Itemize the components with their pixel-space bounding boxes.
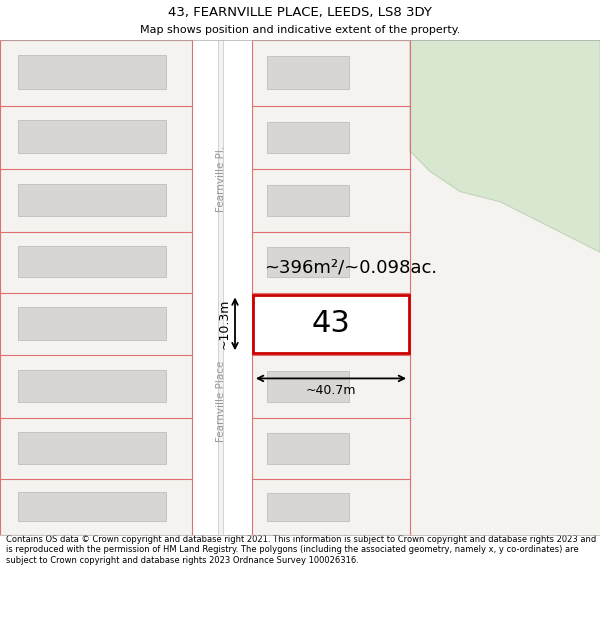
Text: ~396m²/~0.098ac.: ~396m²/~0.098ac. bbox=[265, 258, 437, 276]
Bar bbox=[267, 56, 349, 89]
Text: Contains OS data © Crown copyright and database right 2021. This information is : Contains OS data © Crown copyright and d… bbox=[6, 535, 596, 565]
Bar bbox=[267, 371, 349, 402]
Bar bbox=[267, 247, 349, 278]
Bar bbox=[267, 493, 349, 521]
Text: ~10.3m: ~10.3m bbox=[218, 299, 231, 349]
Bar bbox=[253, 294, 409, 353]
Text: Map shows position and indicative extent of the property.: Map shows position and indicative extent… bbox=[140, 25, 460, 35]
Bar bbox=[18, 55, 166, 89]
Bar bbox=[18, 369, 166, 402]
Bar bbox=[18, 120, 166, 153]
Bar bbox=[267, 185, 349, 216]
Text: 43, FEARNVILLE PLACE, LEEDS, LS8 3DY: 43, FEARNVILLE PLACE, LEEDS, LS8 3DY bbox=[168, 6, 432, 19]
Text: ~40.7m: ~40.7m bbox=[306, 384, 356, 398]
Text: Fearnville Place: Fearnville Place bbox=[215, 361, 226, 442]
Bar bbox=[18, 432, 166, 464]
Bar bbox=[18, 492, 166, 521]
Text: 43: 43 bbox=[311, 309, 350, 338]
Bar bbox=[267, 122, 349, 153]
Bar bbox=[223, 40, 252, 535]
Bar bbox=[18, 307, 166, 339]
Bar bbox=[18, 184, 166, 216]
Bar bbox=[192, 40, 218, 535]
Bar bbox=[18, 246, 166, 278]
Polygon shape bbox=[410, 40, 600, 252]
Text: Fearnville Pl.: Fearnville Pl. bbox=[215, 146, 226, 212]
Bar bbox=[267, 433, 349, 464]
